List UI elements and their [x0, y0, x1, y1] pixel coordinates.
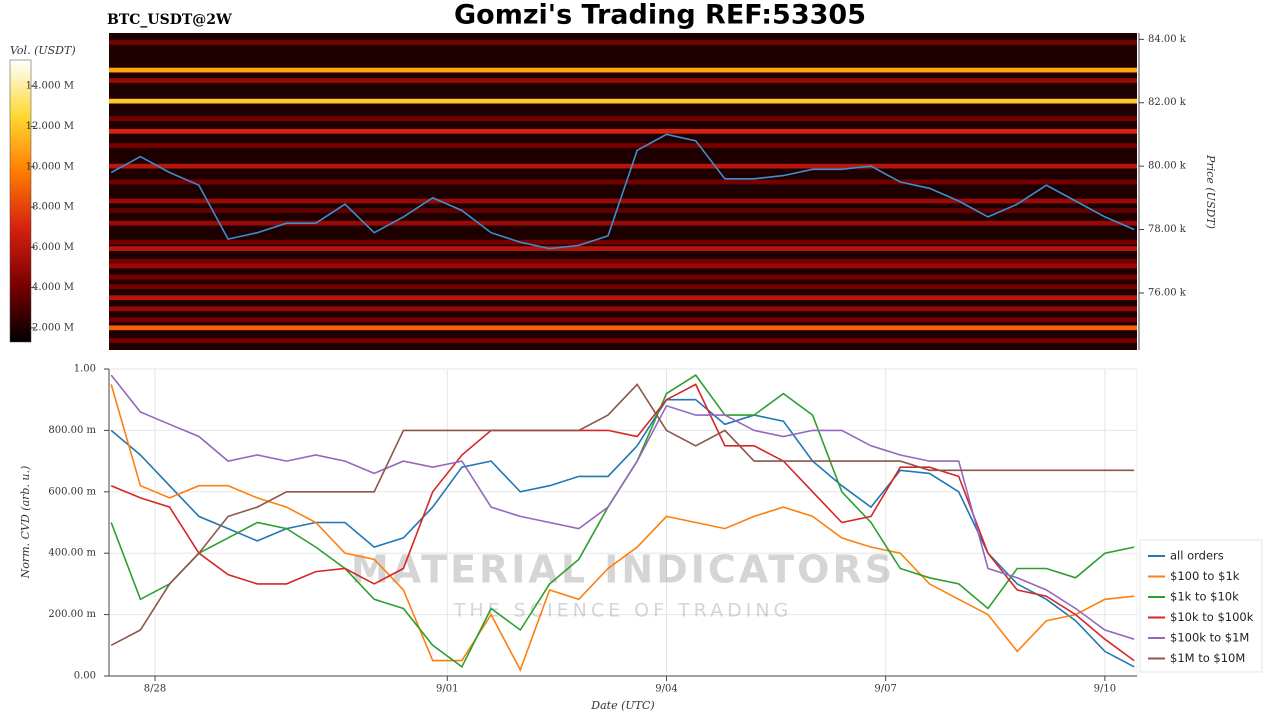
x-tick-label: 9/07	[874, 684, 896, 695]
x-axis-label: Date (UTC)	[590, 699, 654, 712]
colorbar	[9, 59, 32, 343]
y-tick-label: 400.00 m	[48, 548, 96, 559]
symbol-title: BTC_USDT@2W	[107, 12, 232, 28]
legend-label: $10k to $100k	[1170, 610, 1254, 624]
colorbar-tick-label: 10.000 M	[26, 161, 74, 172]
liquidity-band	[109, 163, 1137, 169]
colorbar-tick-label: 6.000 M	[32, 242, 74, 253]
cvd-line	[110, 383, 1135, 647]
colorbar-tick-label: 2.000 M	[32, 322, 74, 333]
liquidity-band	[109, 116, 1137, 121]
legend-label: $100 to $1k	[1170, 569, 1240, 583]
y-tick-label: 78.00 k	[1148, 224, 1187, 235]
y-tick-label: 82.00 k	[1148, 97, 1187, 108]
liquidity-band	[109, 179, 1137, 185]
liquidity-band	[109, 258, 1137, 264]
cvd-line	[110, 398, 1135, 668]
y-axis-label: Norm. CVD (arb. u.)	[19, 466, 32, 580]
liquidity-band	[109, 198, 1137, 204]
liquidity-band	[109, 98, 1137, 104]
price-line	[110, 133, 1135, 250]
y-tick-label: 0.00	[74, 671, 96, 682]
colorbar-tick-label: 14.000 M	[26, 81, 74, 92]
liquidity-band	[109, 208, 1137, 213]
x-tick-label: 8/28	[144, 684, 166, 695]
y-tick-label: 600.00 m	[48, 486, 96, 497]
liquidity-band	[109, 220, 1137, 226]
legend-label: $1M to $10M	[1170, 651, 1245, 665]
liquidity-band	[109, 325, 1137, 331]
colorbar-tick-label: 12.000 M	[26, 121, 74, 132]
liquidity-band	[109, 306, 1137, 312]
y-tick-label: 200.00 m	[48, 609, 96, 620]
liquidity-band	[109, 67, 1137, 73]
colorbar-tick-label: 4.000 M	[32, 282, 74, 293]
liquidity-band	[109, 40, 1137, 45]
liquidity-band	[109, 274, 1137, 280]
liquidity-band	[109, 143, 1137, 148]
colorbar-tick-label: 8.000 M	[32, 202, 74, 213]
plot-area	[108, 368, 1138, 677]
liquidity-band	[109, 295, 1137, 301]
y-tick-label: 800.00 m	[48, 425, 96, 436]
page-title: Gomzi's Trading REF:53305	[454, 0, 866, 31]
cvd-line	[110, 374, 1135, 640]
y-axis-label: Price (USDT)	[1204, 154, 1217, 229]
colorbar-label: Vol. (USDT)	[10, 44, 76, 57]
legend-label: all orders	[1170, 549, 1224, 563]
liquidity-band	[109, 78, 1137, 83]
liquidity-band	[109, 263, 1137, 269]
liquidity-band	[109, 317, 1137, 323]
cvd-line	[110, 384, 1135, 672]
legend-box	[1139, 539, 1263, 673]
y-tick-label: 76.00 k	[1148, 287, 1187, 298]
y-tick-label: 84.00 k	[1148, 34, 1187, 45]
liquidity-band	[109, 284, 1137, 289]
x-tick-label: 9/01	[436, 684, 458, 695]
x-tick-label: 9/04	[655, 684, 677, 695]
legend-label: $1k to $10k	[1170, 590, 1239, 604]
liquidity-band	[109, 239, 1137, 245]
liquidity-band	[109, 338, 1137, 343]
legend-label: $100k to $1M	[1170, 631, 1249, 645]
y-tick-label: 1.00	[74, 364, 96, 375]
y-tick-label: 80.00 k	[1148, 161, 1187, 172]
liquidity-band	[109, 128, 1137, 134]
liquidity-band	[109, 246, 1137, 251]
watermark-title: MATERIAL INDICATORS	[351, 548, 895, 592]
cvd-line	[110, 383, 1135, 662]
x-tick-label: 9/10	[1094, 684, 1116, 695]
